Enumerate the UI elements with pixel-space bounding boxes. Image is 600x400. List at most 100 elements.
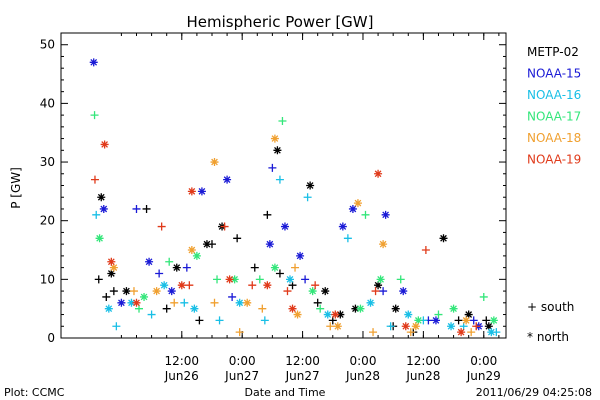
x-tick-date-label: Jun26 <box>164 369 199 383</box>
noaa-18-south-point <box>170 298 179 307</box>
noaa-16-north-point <box>190 304 199 313</box>
noaa-15-south-point <box>301 275 310 284</box>
noaa-17-north-point <box>414 316 423 325</box>
y-tick-label: 50 <box>40 38 55 52</box>
noaa-19-north-point <box>457 328 466 337</box>
metp-02-south-point <box>94 275 103 284</box>
noaa-18-south-point <box>326 322 335 331</box>
noaa-15-south-point <box>132 204 141 213</box>
marker-legend-north: * north <box>527 330 569 344</box>
metp-02-south-point <box>454 316 463 325</box>
noaa-16-south-point <box>275 175 284 184</box>
noaa-15-north-point <box>399 287 408 296</box>
marker-legend: + south * north <box>527 300 574 344</box>
metp-02-north-point <box>306 181 315 190</box>
noaa-19-north-point <box>331 310 340 319</box>
metp-02-north-point <box>107 269 116 278</box>
metp-02-south-point <box>233 234 242 243</box>
noaa-17-north-point <box>376 275 385 284</box>
noaa-15-south-point <box>469 316 478 325</box>
noaa-18-north-point <box>333 322 342 331</box>
noaa-16-south-point <box>260 316 269 325</box>
noaa-19-south-point <box>185 281 194 290</box>
legend-entry-noaa-19: NOAA-19 <box>527 153 581 167</box>
noaa-18-north-point <box>353 199 362 208</box>
metp-02-north-point <box>374 281 383 290</box>
metp-02-south-point <box>109 287 118 296</box>
noaa-16-north-point <box>104 304 113 313</box>
noaa-15-north-point <box>99 204 108 213</box>
noaa-18-south-point <box>406 328 415 337</box>
noaa-16-north-point <box>323 310 332 319</box>
noaa-16-north-point <box>447 322 456 331</box>
noaa-16-north-point <box>286 275 295 284</box>
noaa-17-north-point <box>270 263 279 272</box>
noaa-19-north-point <box>374 169 383 178</box>
noaa-15-north-point <box>296 251 305 260</box>
marker-legend-south: + south <box>527 300 574 314</box>
noaa-16-south-point <box>92 210 101 219</box>
noaa-19-north-point <box>263 281 272 290</box>
noaa-19-north-point <box>187 187 196 196</box>
noaa-18-north-point <box>210 158 219 167</box>
noaa-17-north-point <box>308 287 317 296</box>
metp-02-north-point <box>321 287 330 296</box>
noaa-16-north-point <box>487 328 496 337</box>
x-tick-date-label: Jun29 <box>466 369 501 383</box>
y-tick-label: 40 <box>40 96 55 110</box>
noaa-15-north-point <box>348 204 357 213</box>
noaa-15-north-point <box>89 58 98 67</box>
x-tick-time-label: 0:00 <box>229 354 256 368</box>
noaa-18-north-point <box>187 246 196 255</box>
noaa-19-south-point <box>421 246 430 255</box>
noaa-16-south-point <box>180 298 189 307</box>
noaa-18-south-point <box>258 304 267 313</box>
noaa-15-north-point <box>197 187 206 196</box>
noaa-17-north-point <box>192 251 201 260</box>
noaa-19-north-point <box>225 275 234 284</box>
noaa-16-south-point <box>215 316 224 325</box>
noaa-16-north-point <box>160 281 169 290</box>
noaa-18-south-point <box>291 263 300 272</box>
x-tick-date-label: Jun28 <box>345 369 380 383</box>
x-tick-time-label: 0:00 <box>350 354 377 368</box>
noaa-15-south-point <box>182 263 191 272</box>
x-tick-date-label: Jun27 <box>224 369 259 383</box>
noaa-18-north-point <box>152 287 161 296</box>
metp-02-south-point <box>195 316 204 325</box>
noaa-18-north-point <box>243 298 252 307</box>
y-tick-label: 0 <box>47 331 55 345</box>
noaa-18-north-point <box>411 322 420 331</box>
noaa-19-north-point <box>132 298 141 307</box>
metp-02-south-point <box>250 263 259 272</box>
noaa-15-north-point <box>223 175 232 184</box>
noaa-15-south-point <box>228 292 237 301</box>
noaa-16-north-point <box>235 298 244 307</box>
chart-title: Hemispheric Power [GW] <box>187 13 374 31</box>
noaa-19-south-point <box>283 287 292 296</box>
data-points <box>89 58 501 337</box>
x-tick-date-label: Jun27 <box>285 369 320 383</box>
legend-entry-noaa-15: NOAA-15 <box>527 67 581 81</box>
noaa-19-north-point <box>288 304 297 313</box>
metp-02-north-point <box>464 310 473 319</box>
noaa-16-north-point <box>404 310 413 319</box>
noaa-19-south-point <box>472 322 481 331</box>
noaa-17-south-point <box>316 304 325 313</box>
noaa-15-north-point <box>280 222 289 231</box>
noaa-15-north-point <box>381 210 390 219</box>
footer-plot-credit: Plot: CCMC <box>4 386 65 399</box>
noaa-15-south-point <box>268 163 277 172</box>
noaa-15-north-point <box>431 316 440 325</box>
noaa-17-north-point <box>95 234 104 243</box>
noaa-16-north-point <box>366 298 375 307</box>
noaa-18-north-point <box>379 240 388 249</box>
noaa-17-north-point <box>449 304 458 313</box>
metp-02-north-point <box>202 240 211 249</box>
noaa-16-north-point <box>127 298 136 307</box>
noaa-17-south-point <box>255 275 264 284</box>
noaa-17-north-point <box>489 316 498 325</box>
metp-02-north-point <box>439 234 448 243</box>
metp-02-south-point <box>142 204 151 213</box>
noaa-16-south-point <box>343 234 352 243</box>
